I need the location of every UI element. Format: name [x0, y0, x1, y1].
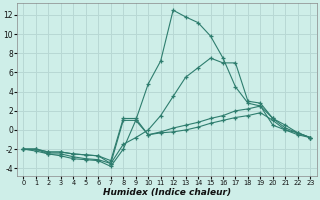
X-axis label: Humidex (Indice chaleur): Humidex (Indice chaleur) — [103, 188, 231, 197]
